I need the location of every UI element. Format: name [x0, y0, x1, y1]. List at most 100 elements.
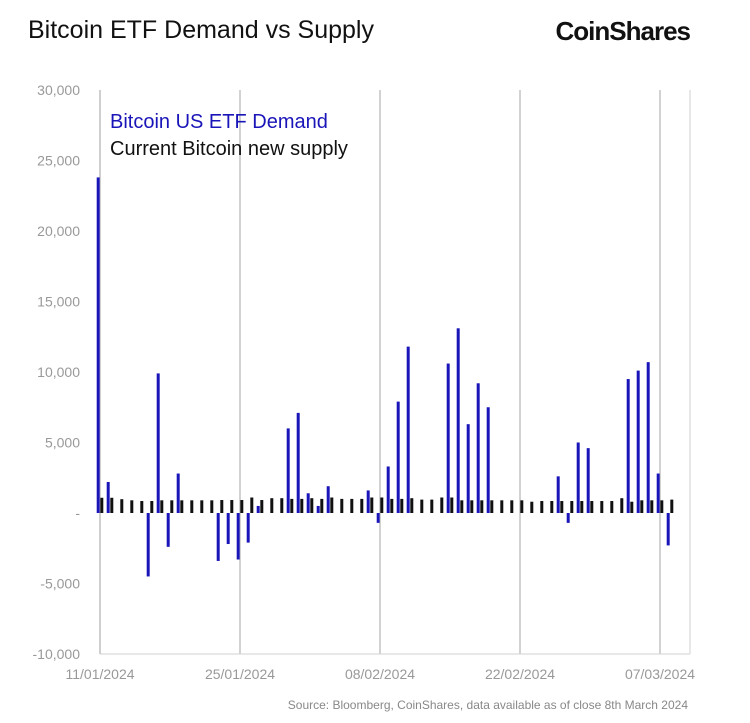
supply-bar	[150, 501, 154, 513]
demand-bar	[576, 442, 580, 513]
demand-bar	[326, 486, 330, 513]
demand-bar	[236, 513, 240, 560]
demand-bar	[566, 513, 570, 523]
supply-bar	[380, 497, 384, 513]
demand-bar	[456, 328, 460, 513]
supply-bar	[230, 500, 234, 513]
supply-bar	[110, 497, 114, 513]
y-tick-label: 30,000	[37, 82, 80, 98]
demand-bar	[476, 383, 480, 513]
demand-bar	[366, 490, 370, 513]
y-tick-label: 15,000	[37, 294, 80, 310]
supply-bar	[530, 501, 534, 513]
supply-bar	[310, 498, 314, 513]
supply-bar	[600, 501, 604, 513]
supply-bar	[390, 498, 394, 513]
supply-bar	[190, 500, 194, 513]
demand-bar	[556, 476, 560, 513]
supply-bar	[550, 501, 554, 513]
demand-bar	[626, 379, 630, 513]
demand-bar	[166, 513, 170, 547]
x-tick-label: 11/01/2024	[65, 666, 134, 682]
supply-bar	[370, 497, 374, 513]
demand-bar	[246, 513, 250, 543]
demand-bar	[96, 177, 100, 514]
supply-bar	[670, 499, 674, 513]
supply-bar	[460, 500, 464, 513]
x-tick-label: 25/01/2024	[205, 666, 275, 682]
demand-bar	[306, 493, 310, 513]
supply-bar	[490, 500, 494, 513]
demand-bar	[156, 373, 160, 513]
demand-bar	[466, 424, 470, 513]
supply-bar	[560, 501, 564, 513]
supply-bar	[400, 498, 404, 513]
y-tick-label: 25,000	[37, 153, 80, 169]
demand-bar	[406, 346, 410, 513]
supply-bar	[140, 501, 144, 513]
supply-bar	[160, 500, 164, 513]
demand-bar	[176, 473, 180, 513]
supply-bar	[280, 498, 284, 513]
supply-bar	[170, 500, 174, 513]
x-tick-label: 22/02/2024	[485, 666, 555, 682]
supply-bar	[340, 498, 344, 513]
supply-bar	[620, 498, 624, 513]
demand-bar	[396, 401, 400, 513]
demand-bar	[636, 370, 640, 513]
supply-bar	[570, 501, 574, 513]
supply-bar	[300, 498, 304, 513]
demand-bar	[656, 473, 660, 513]
supply-bar	[130, 500, 134, 513]
supply-bar	[350, 498, 354, 513]
x-tick-label: 08/02/2024	[345, 666, 415, 682]
axes: -10,000-5,000-5,00010,00015,00020,00025,…	[33, 82, 696, 682]
supply-bar	[290, 498, 294, 513]
demand-bar	[316, 505, 320, 513]
supply-bar	[450, 497, 454, 513]
legend-demand-label: Bitcoin US ETF Demand	[110, 111, 328, 133]
y-tick-label: 5,000	[45, 435, 80, 451]
supply-bar	[200, 500, 204, 513]
supply-bar	[240, 500, 244, 513]
supply-bar	[100, 497, 104, 513]
demand-bar	[666, 513, 670, 546]
supply-bar	[500, 500, 504, 513]
supply-bar	[640, 500, 644, 513]
y-tick-label: -10,000	[33, 646, 81, 662]
supply-bar	[430, 499, 434, 513]
supply-bar	[410, 498, 414, 513]
supply-bar	[120, 499, 124, 513]
supply-bar	[250, 497, 254, 513]
demand-bar	[216, 513, 220, 561]
demand-bar	[646, 362, 650, 513]
supply-bar	[420, 499, 424, 513]
supply-bar	[180, 500, 184, 513]
source-note: Source: Bloomberg, CoinShares, data avai…	[287, 698, 688, 712]
supply-bar	[480, 500, 484, 513]
supply-bar	[520, 500, 524, 513]
demand-bar	[296, 412, 300, 513]
y-tick-label: 20,000	[37, 223, 80, 239]
supply-bar	[320, 498, 324, 513]
supply-bar	[540, 501, 544, 513]
demand-bar	[256, 505, 260, 513]
supply-bar	[610, 501, 614, 513]
demand-bar	[586, 448, 590, 513]
chart-title: Bitcoin ETF Demand vs Supply	[28, 16, 374, 44]
coinshares-logo: CoinShares	[555, 16, 691, 46]
supply-bar	[590, 501, 594, 513]
supply-bar	[630, 501, 634, 513]
supply-bar	[210, 500, 214, 513]
grid-lines	[99, 90, 691, 654]
y-tick-label: 10,000	[37, 364, 80, 380]
supply-bar	[330, 497, 334, 513]
demand-bar	[106, 481, 110, 513]
demand-bar	[286, 428, 290, 513]
supply-bar	[580, 501, 584, 513]
supply-bar	[470, 500, 474, 513]
x-tick-label: 07/03/2024	[625, 666, 695, 682]
supply-bar	[360, 498, 364, 513]
y-tick-label: -	[75, 505, 80, 521]
